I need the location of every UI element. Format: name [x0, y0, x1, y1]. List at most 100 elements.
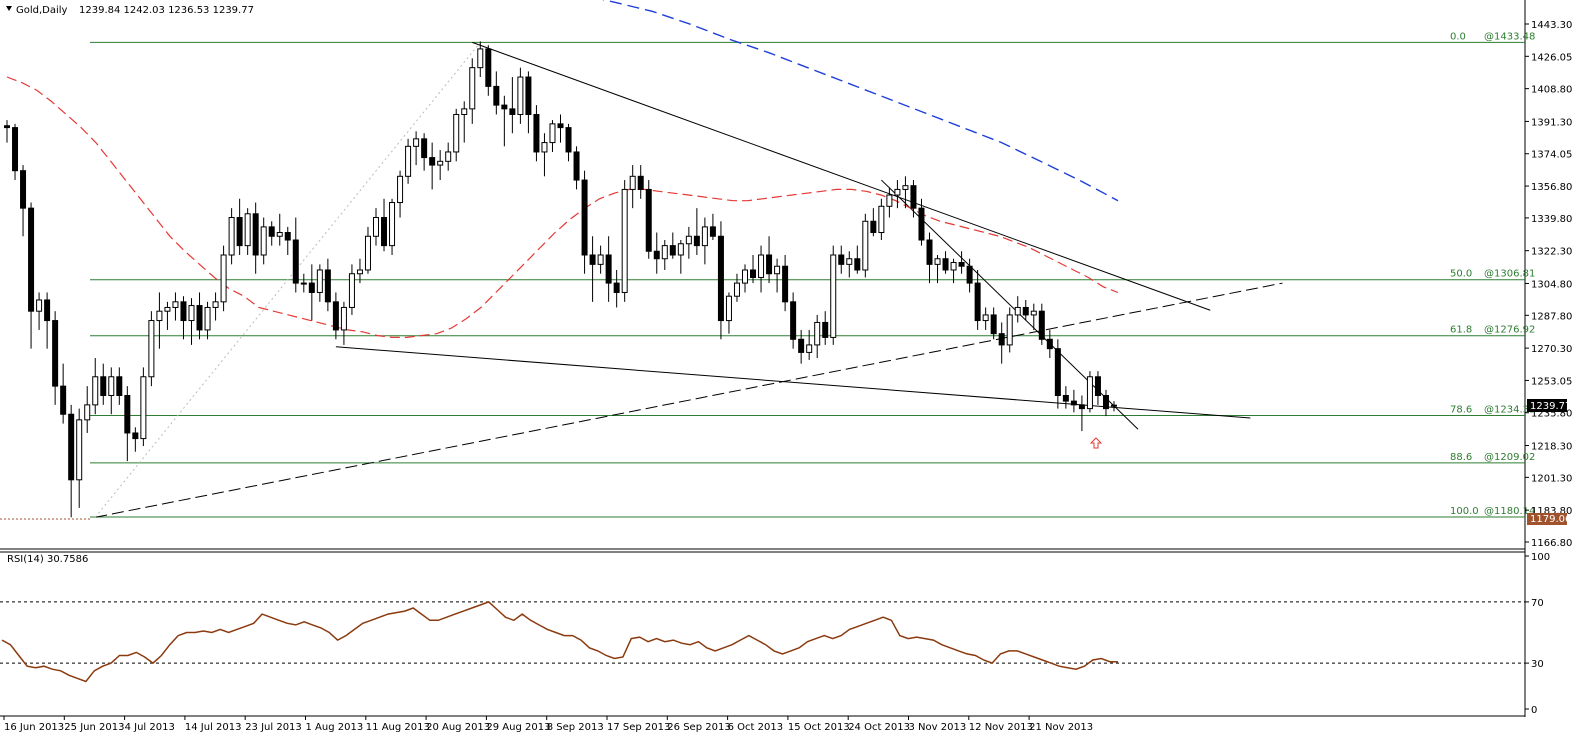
candle — [742, 264, 748, 293]
candle-body — [28, 207, 35, 312]
candle — [469, 58, 476, 124]
candle-body — [12, 127, 19, 172]
candle — [926, 232, 933, 284]
candle-body — [974, 282, 981, 322]
candle-body — [709, 226, 716, 237]
fib-price-label: @1276.92 — [1484, 325, 1535, 336]
candle — [589, 236, 596, 302]
price-tick-label: 1218.30 — [1531, 442, 1572, 453]
candle — [621, 180, 628, 302]
candle-body — [605, 254, 612, 284]
candle — [1014, 296, 1021, 323]
candle — [862, 213, 869, 278]
candle — [437, 150, 444, 181]
candle — [557, 114, 564, 143]
candle-body — [252, 213, 259, 256]
candle — [477, 41, 484, 78]
up-arrow-icon — [1089, 437, 1103, 449]
candle-body — [750, 269, 757, 278]
time-tick-label: 23 Jul 2013 — [245, 722, 302, 733]
price-tick-label: 1443.30 — [1531, 20, 1572, 31]
candle-body — [108, 376, 115, 396]
candle-body — [918, 207, 925, 241]
candle-body — [244, 213, 251, 247]
time-tick-label: 15 Oct 2013 — [788, 722, 850, 733]
candle — [525, 71, 532, 134]
candle-body — [894, 188, 901, 196]
candle — [878, 198, 885, 241]
time-tick-label: 6 Oct 2013 — [728, 722, 783, 733]
time-tick-label: 17 Sep 2013 — [607, 722, 670, 733]
candle-body — [950, 261, 957, 271]
price-tick-label: 1322.30 — [1531, 247, 1572, 258]
candle — [549, 120, 556, 152]
candle — [677, 240, 684, 274]
candle-body — [942, 258, 949, 271]
candle-body — [172, 301, 179, 308]
candle-body — [1070, 400, 1077, 406]
candle-body — [838, 254, 845, 265]
candle — [782, 254, 789, 312]
candle-body — [525, 76, 532, 115]
candle-body — [324, 269, 331, 303]
fib-price-label: @1180.14 — [1484, 506, 1535, 517]
candle-body — [188, 305, 195, 322]
candle-body — [1022, 306, 1029, 316]
candle — [284, 226, 291, 255]
candle — [918, 198, 925, 246]
candle — [316, 264, 323, 302]
fib-anchor-line — [94, 42, 481, 518]
candle — [12, 123, 19, 181]
time-tick-label: 4 Jul 2013 — [125, 722, 175, 733]
time-tick-label: 24 Oct 2013 — [848, 722, 910, 733]
candle — [1038, 303, 1045, 345]
candle — [244, 208, 251, 255]
candle-body — [637, 175, 644, 190]
candle-body — [284, 232, 291, 241]
candle — [814, 314, 821, 359]
time-tick-label: 14 Jul 2013 — [185, 722, 242, 733]
candle — [493, 71, 500, 115]
candle-body — [982, 314, 989, 322]
candle — [397, 170, 404, 218]
candle — [140, 367, 147, 447]
candle — [20, 165, 27, 237]
candle — [204, 301, 211, 340]
candle — [220, 245, 227, 312]
candle — [581, 170, 588, 274]
candle — [4, 120, 10, 143]
candle — [405, 138, 412, 184]
candle — [894, 180, 901, 209]
candle-body — [613, 282, 620, 293]
candle-body — [4, 125, 10, 129]
candle — [1070, 389, 1077, 413]
candle-body — [501, 104, 508, 110]
candle-body — [653, 250, 660, 260]
price-tick-label: 1253.05 — [1531, 376, 1572, 387]
candle — [485, 45, 492, 96]
price-tick-label: 1339.80 — [1531, 214, 1572, 225]
ma-short-line — [6, 76, 1119, 338]
candle — [886, 187, 893, 218]
candle-body — [260, 226, 267, 256]
rsi-tick-label: 100 — [1531, 552, 1550, 563]
candle-body — [204, 306, 211, 331]
dropdown-icon[interactable] — [6, 6, 12, 11]
candle — [830, 245, 837, 345]
time-tick-label: 12 Nov 2013 — [969, 722, 1033, 733]
fib-ratio-label: 78.6 — [1450, 404, 1472, 415]
candle-body — [565, 127, 572, 153]
candle — [806, 329, 813, 360]
candle — [68, 404, 75, 518]
candle — [750, 254, 757, 284]
time-tick-label: 8 Sep 2013 — [547, 722, 604, 733]
candle — [421, 133, 428, 171]
candle-body — [886, 194, 893, 207]
candle-body — [822, 321, 829, 338]
candle — [389, 198, 396, 255]
candle-body — [100, 376, 107, 396]
current-price-label: 1239.77 — [1530, 401, 1571, 412]
